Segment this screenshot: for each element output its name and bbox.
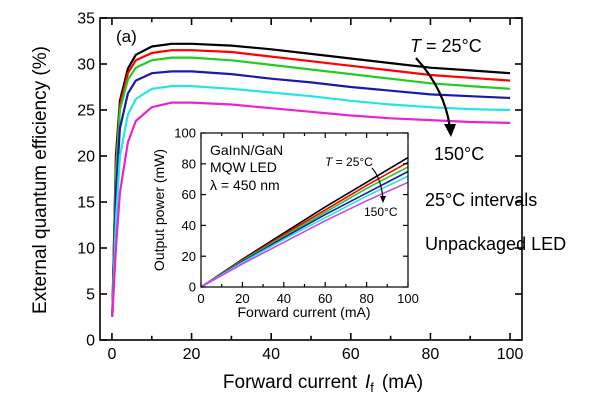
main-series-line-5: [111, 85, 511, 318]
main-y-tick-label: 5: [86, 287, 95, 304]
inset-x-tick-label: 40: [277, 291, 291, 306]
main-y-tick-label: 10: [77, 241, 95, 258]
inset-x-tick-label: 60: [318, 291, 332, 306]
inset-device-line3: λ = 450 nm: [210, 177, 280, 193]
main-y-tick-label: 35: [77, 11, 95, 28]
inset-x-tick-label: 0: [197, 291, 204, 306]
main-y-tick-label: 0: [86, 333, 95, 350]
inset-device-line1: GaInN/GaN: [210, 142, 283, 158]
inset-x-tick-label: 20: [235, 291, 249, 306]
main-y-tick-label: 15: [77, 195, 95, 212]
main-series-line-6: [111, 101, 511, 318]
inset-series-line-5: [200, 175, 409, 288]
inset-series-line-6: [200, 181, 409, 288]
x-axis-symbol: I: [365, 372, 371, 393]
inset-series: [200, 156, 409, 288]
inset-y-label: Output power (mW): [151, 149, 167, 271]
inset-y-tick-label: 0: [189, 280, 196, 295]
main-series-line-2: [111, 49, 511, 318]
temperature-arrowhead: [444, 124, 456, 137]
main-y-tick-label: 20: [77, 149, 95, 166]
y-axis-label: External quantum efficiency (%): [30, 46, 51, 314]
inset-y-tick-label: 80: [182, 156, 196, 171]
inset-temperature-end: 150°C: [364, 205, 398, 219]
inset-x-label: Forward current (mA): [237, 304, 370, 320]
main-x-tick-label: 0: [107, 346, 116, 363]
inset-temperature-arrowhead: [380, 196, 386, 203]
main-series-line-4: [111, 70, 511, 318]
x-axis-subscript: f: [370, 380, 374, 395]
inset-axes: 0 20 40 60 80 100 0 20 40 60 80 100: [174, 126, 419, 306]
temperature-end-label: 150°C: [434, 144, 484, 164]
main-x-tick-label: 100: [497, 346, 524, 363]
inset-temperature-arrow: [371, 167, 384, 200]
inset-x-tick-label: 100: [397, 291, 419, 306]
panel-label: (a): [116, 27, 137, 46]
main-axes: 0 20 40 60 80 100 0 5 10 15 20 25 30 35: [77, 11, 523, 363]
main-series: [111, 42, 511, 318]
main-x-tick-label: 40: [262, 346, 280, 363]
inset-y-tick-label: 20: [182, 249, 196, 264]
inset-background: [200, 133, 409, 287]
main-x-tick-label: 80: [422, 346, 440, 363]
x-axis-label: Forward current If (mA): [223, 372, 423, 395]
main-x-tick-label: 60: [342, 346, 360, 363]
inset-device-line2: MQW LED: [210, 159, 277, 175]
main-x-tick-label: 20: [183, 346, 201, 363]
inset-y-tick-label: 60: [182, 187, 196, 202]
x-axis-label-text: Forward current: [223, 372, 358, 393]
inset-x-tick-label: 80: [359, 291, 373, 306]
main-series-line-1: [111, 42, 511, 318]
package-label: Unpackaged LED: [425, 234, 566, 254]
inset-y-tick-label: 100: [174, 126, 196, 141]
main-y-tick-label: 30: [77, 57, 95, 74]
temperature-arrow: [415, 57, 452, 129]
intervals-label: 25°C intervals: [425, 190, 537, 210]
inset-temperature-start: T = 25°C: [325, 155, 373, 169]
inset-y-tick-label: 40: [182, 218, 196, 233]
main-y-tick-label: 25: [77, 103, 95, 120]
x-axis-unit: (mA): [382, 372, 423, 393]
temperature-start-label: T = 25°C: [410, 36, 482, 56]
main-series-line-3: [111, 56, 511, 318]
